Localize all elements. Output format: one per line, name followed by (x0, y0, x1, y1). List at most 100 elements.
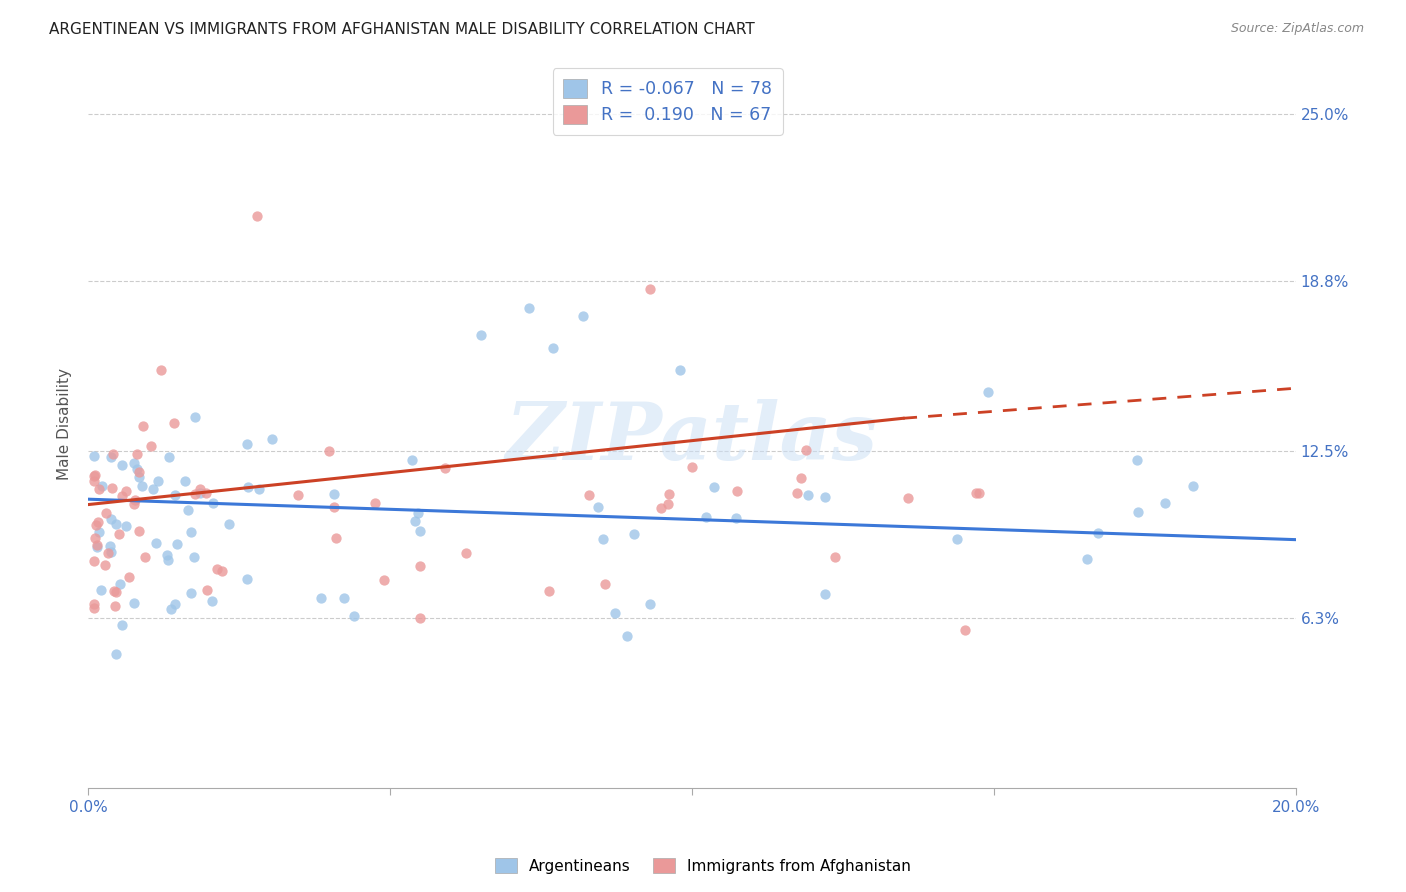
Point (658, 486, 681, 500)
Text: ZIPatlas: ZIPatlas (506, 400, 877, 477)
Point (953, 623, 976, 637)
Point (616, 629, 638, 643)
Point (965, 486, 987, 500)
Point (115, 518, 138, 533)
Point (103, 447, 125, 461)
Point (145, 535, 167, 549)
Point (125, 461, 148, 475)
Point (104, 516, 127, 531)
Point (668, 363, 690, 377)
Point (246, 209, 269, 223)
Point (128, 524, 150, 538)
Point (373, 573, 395, 587)
Point (134, 549, 156, 564)
Point (100, 450, 122, 465)
Point (142, 482, 165, 496)
Point (149, 363, 172, 377)
Point (141, 439, 163, 453)
Point (1087, 525, 1109, 540)
Point (108, 526, 131, 541)
Point (86, 538, 108, 552)
Point (218, 516, 240, 531)
Point (97, 546, 120, 560)
Point (454, 546, 477, 560)
Point (188, 482, 211, 496)
Point (156, 553, 179, 567)
Point (201, 594, 224, 608)
Point (105, 585, 128, 599)
Point (541, 341, 564, 355)
Point (125, 447, 148, 461)
Point (409, 558, 432, 573)
Point (83, 600, 105, 615)
Point (183, 549, 205, 564)
Text: Source: ZipAtlas.com: Source: ZipAtlas.com (1230, 22, 1364, 36)
Point (104, 648, 127, 662)
Point (83, 449, 105, 463)
Point (184, 487, 207, 501)
Point (93, 558, 115, 572)
Point (343, 609, 366, 624)
Point (725, 484, 748, 499)
Point (325, 531, 347, 545)
Point (86, 540, 108, 554)
Y-axis label: Male Disability: Male Disability (58, 368, 72, 480)
Point (211, 564, 233, 578)
Point (195, 582, 218, 597)
Point (100, 545, 122, 559)
Point (236, 436, 259, 450)
Point (180, 525, 202, 540)
Legend: R = -0.067   N = 78, R =  0.190   N = 67: R = -0.067 N = 78, R = 0.190 N = 67 (553, 69, 783, 135)
Point (262, 432, 284, 446)
Point (638, 282, 661, 296)
Point (159, 602, 181, 616)
Point (114, 483, 136, 498)
Text: ARGENTINEAN VS IMMIGRANTS FROM AFGHANISTAN MALE DISABILITY CORRELATION CHART: ARGENTINEAN VS IMMIGRANTS FROM AFGHANIST… (49, 22, 755, 37)
Point (1076, 551, 1098, 566)
Point (111, 489, 134, 503)
Point (725, 511, 748, 525)
Point (977, 385, 1000, 400)
Point (87, 525, 110, 540)
Point (103, 583, 125, 598)
Point (695, 510, 717, 524)
Point (122, 456, 145, 470)
Point (177, 503, 200, 517)
Point (156, 549, 179, 563)
Point (83, 475, 105, 489)
Point (90, 583, 112, 598)
Point (83, 467, 105, 482)
Point (318, 444, 340, 458)
Point (517, 301, 540, 315)
Point (364, 496, 387, 510)
Point (1181, 479, 1204, 493)
Point (592, 532, 614, 546)
Point (247, 482, 270, 496)
Point (83, 554, 105, 568)
Point (322, 500, 344, 514)
Point (118, 570, 141, 584)
Point (165, 487, 187, 501)
Point (205, 562, 228, 576)
Point (174, 475, 197, 489)
Point (640, 597, 662, 611)
Point (603, 606, 626, 620)
Point (789, 470, 811, 484)
Point (681, 460, 703, 475)
Point (83, 597, 105, 611)
Point (309, 591, 332, 605)
Point (111, 458, 134, 472)
Point (124, 493, 146, 508)
Point (537, 584, 560, 599)
Point (1128, 505, 1150, 519)
Point (180, 586, 202, 600)
Point (794, 443, 817, 458)
Point (572, 309, 595, 323)
Point (470, 327, 492, 342)
Point (104, 599, 127, 614)
Point (190, 486, 212, 500)
Point (401, 453, 423, 467)
Point (578, 488, 600, 502)
Point (194, 486, 217, 500)
Point (83, 469, 105, 483)
